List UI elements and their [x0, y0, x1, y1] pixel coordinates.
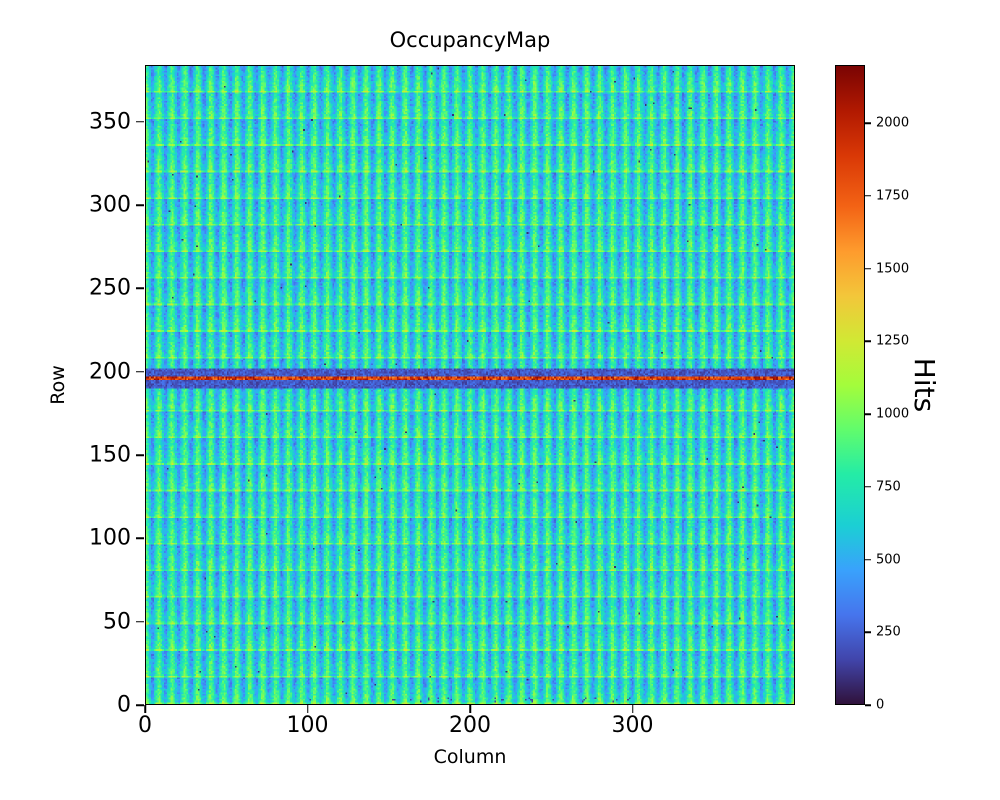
colorbar-tick-label: 1250 [876, 333, 910, 349]
colorbar [835, 65, 865, 705]
colorbar-tick-label: 1500 [876, 261, 910, 277]
y-tick-mark [136, 620, 144, 623]
colorbar-tick-label: 250 [876, 624, 901, 640]
colorbar-tick-mark [865, 340, 871, 343]
y-tick-mark [136, 120, 144, 123]
y-tick-label: 0 [117, 692, 131, 718]
y-tick-mark [136, 537, 144, 540]
colorbar-tick-mark [865, 631, 871, 634]
y-tick-mark [136, 704, 144, 706]
x-tick-label: 200 [449, 713, 491, 738]
x-tick-mark [144, 705, 146, 713]
colorbar-tick-label: 2000 [876, 115, 910, 131]
y-tick-label: 50 [103, 609, 131, 635]
colorbar-tick-label: 500 [876, 552, 901, 568]
colorbar-label: Hits [908, 357, 941, 413]
x-tick-label: 100 [286, 713, 329, 738]
y-tick-label: 250 [89, 275, 131, 301]
x-tick-label: 0 [138, 713, 152, 738]
chart-title: OccupancyMap [389, 28, 551, 52]
y-tick-label: 200 [89, 359, 131, 385]
colorbar-tick-label: 1000 [876, 406, 910, 422]
x-axis-label: Column [433, 746, 507, 768]
colorbar-tick-label: 750 [876, 479, 901, 495]
y-axis-label: Row [47, 365, 69, 405]
x-tick-mark [631, 705, 634, 713]
colorbar-tick-mark [865, 486, 871, 488]
y-tick-mark [136, 454, 144, 456]
x-tick-mark [306, 705, 309, 713]
colorbar-tick-mark [865, 267, 871, 270]
y-tick-label: 300 [89, 192, 131, 218]
colorbar-tick-label: 1750 [876, 188, 910, 204]
colorbar-tick-mark [865, 195, 871, 197]
colorbar-tick-mark [865, 413, 871, 415]
x-tick-mark [469, 705, 471, 713]
plot-area [145, 65, 795, 705]
heatmap-canvas [146, 66, 794, 704]
colorbar-tick-label: 0 [876, 697, 885, 713]
y-tick-mark [136, 287, 144, 290]
x-tick-label: 300 [611, 713, 654, 738]
colorbar-tick-mark [865, 704, 871, 706]
y-tick-mark [136, 204, 144, 206]
y-tick-label: 350 [89, 109, 131, 135]
colorbar-tick-mark [865, 122, 871, 124]
colorbar-tick-mark [865, 558, 871, 561]
y-tick-mark [136, 370, 144, 373]
y-tick-label: 100 [89, 525, 131, 551]
y-tick-label: 150 [89, 442, 131, 468]
